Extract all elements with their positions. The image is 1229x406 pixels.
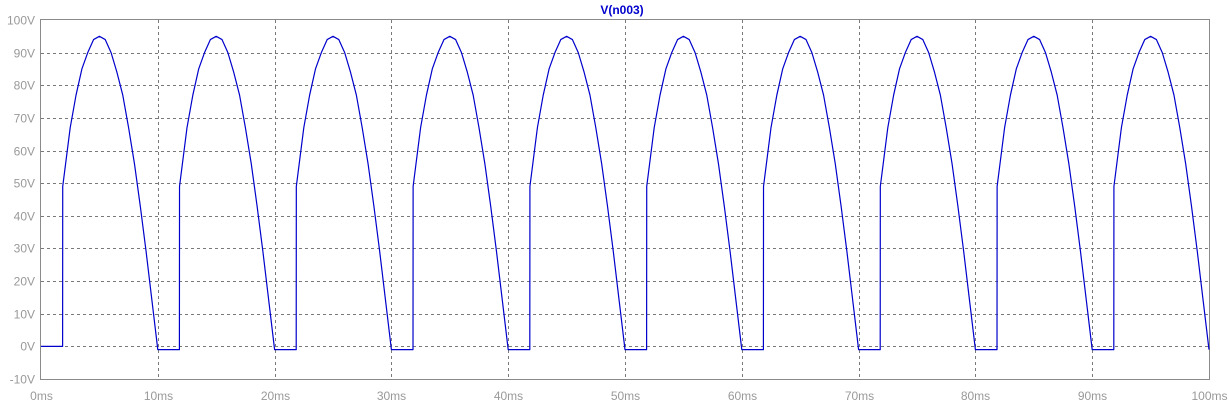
y-tick-label: 0V [20, 340, 35, 354]
y-tick-label: 40V [14, 210, 35, 224]
x-tick-label: 80ms [961, 389, 990, 403]
y-tick-label: -10V [10, 373, 35, 387]
x-tick-label: 40ms [494, 389, 523, 403]
x-tick-label: 100ms [1191, 389, 1227, 403]
x-tick-label: 0ms [30, 389, 53, 403]
x-tick-label: 70ms [845, 389, 874, 403]
x-tick-label: 90ms [1078, 389, 1107, 403]
x-tick-label: 50ms [611, 389, 640, 403]
y-tick-label: 50V [14, 177, 35, 191]
y-tick-label: 100V [7, 14, 35, 28]
x-tick-label: 20ms [261, 389, 290, 403]
y-tick-label: 90V [14, 47, 35, 61]
y-tick-label: 80V [14, 79, 35, 93]
y-tick-label: 60V [14, 145, 35, 159]
x-tick-label: 30ms [377, 389, 406, 403]
y-tick-label: 10V [14, 308, 35, 322]
trace-title[interactable]: V(n003) [600, 3, 643, 17]
y-tick-label: 30V [14, 242, 35, 256]
x-tick-label: 60ms [728, 389, 757, 403]
y-tick-label: 70V [14, 112, 35, 126]
y-tick-label: 20V [14, 275, 35, 289]
x-tick-label: 10ms [144, 389, 173, 403]
